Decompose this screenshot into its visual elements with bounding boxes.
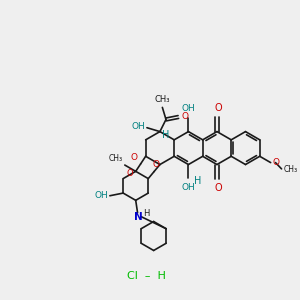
Text: CH₃: CH₃ xyxy=(109,154,123,163)
Text: OH: OH xyxy=(182,183,195,192)
Text: O: O xyxy=(126,169,133,178)
Text: O: O xyxy=(152,160,160,169)
Text: Cl  –  H: Cl – H xyxy=(127,271,166,281)
Text: CH₃: CH₃ xyxy=(154,94,170,103)
Text: O: O xyxy=(131,153,138,162)
Text: H: H xyxy=(162,130,169,140)
Text: OH: OH xyxy=(94,191,108,200)
Text: H: H xyxy=(143,209,149,218)
Text: N: N xyxy=(134,212,142,222)
Text: O: O xyxy=(214,183,222,193)
Text: O: O xyxy=(273,158,280,167)
Text: OH: OH xyxy=(131,122,145,131)
Text: O: O xyxy=(181,112,188,121)
Text: O: O xyxy=(214,103,222,113)
Text: OH: OH xyxy=(182,104,195,113)
Text: CH₃: CH₃ xyxy=(284,165,298,174)
Text: H: H xyxy=(194,176,202,186)
